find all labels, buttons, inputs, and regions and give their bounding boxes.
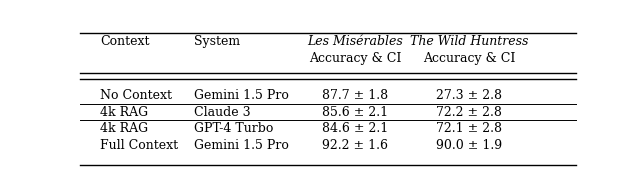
Text: Gemini 1.5 Pro: Gemini 1.5 Pro [194, 139, 289, 152]
Text: 84.6 ± 2.1: 84.6 ± 2.1 [322, 122, 388, 135]
Text: Accuracy & CI: Accuracy & CI [423, 52, 516, 65]
Text: GPT-4 Turbo: GPT-4 Turbo [194, 122, 273, 135]
Text: 4k RAG: 4k RAG [100, 122, 148, 135]
Text: Accuracy & CI: Accuracy & CI [309, 52, 401, 65]
Text: 27.3 ± 2.8: 27.3 ± 2.8 [436, 89, 502, 102]
Text: 90.0 ± 1.9: 90.0 ± 1.9 [436, 139, 502, 152]
Text: 72.1 ± 2.8: 72.1 ± 2.8 [436, 122, 502, 135]
Text: Claude 3: Claude 3 [194, 105, 251, 119]
Text: Gemini 1.5 Pro: Gemini 1.5 Pro [194, 89, 289, 102]
Text: 85.6 ± 2.1: 85.6 ± 2.1 [322, 105, 388, 119]
Text: Full Context: Full Context [100, 139, 178, 152]
Text: 92.2 ± 1.6: 92.2 ± 1.6 [323, 139, 388, 152]
Text: No Context: No Context [100, 89, 172, 102]
Text: 87.7 ± 1.8: 87.7 ± 1.8 [322, 89, 388, 102]
Text: System: System [194, 35, 240, 48]
Text: Context: Context [100, 35, 149, 48]
Text: Les Misérables: Les Misérables [307, 35, 403, 48]
Text: 72.2 ± 2.8: 72.2 ± 2.8 [436, 105, 502, 119]
Text: 4k RAG: 4k RAG [100, 105, 148, 119]
Text: The Wild Huntress: The Wild Huntress [410, 35, 529, 48]
